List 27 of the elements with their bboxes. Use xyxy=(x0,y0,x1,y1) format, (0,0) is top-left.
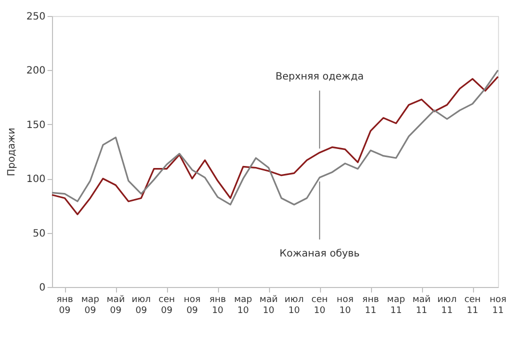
y-tick-label: 50 xyxy=(32,228,46,240)
y-tick-label: 150 xyxy=(26,120,46,131)
y-axis-title: Продажи xyxy=(6,128,18,176)
x-tick-label: ноя 09 xyxy=(184,295,201,316)
y-tick-label: 200 xyxy=(26,66,46,77)
x-tick-label: сен 10 xyxy=(311,295,328,316)
x-tick-label: ноя 11 xyxy=(490,295,506,316)
y-tick-label: 0 xyxy=(39,282,46,294)
annotation: Кожаная обувь xyxy=(279,248,360,260)
x-tick-label: май 11 xyxy=(412,295,431,316)
x-tick-label: май 10 xyxy=(260,295,278,316)
x-tick-label: сен 09 xyxy=(158,295,175,316)
x-tick-label: янв 09 xyxy=(56,295,74,316)
x-tick-label: июл 11 xyxy=(437,295,457,316)
y-tick-label: 250 xyxy=(26,12,46,22)
x-tick-label: июл 10 xyxy=(284,295,304,316)
x-tick-label: май 09 xyxy=(106,295,125,316)
x-tick-label: сен 11 xyxy=(464,295,481,316)
x-tick-label: янв 11 xyxy=(362,295,379,316)
x-tick-label: июл 09 xyxy=(132,295,151,316)
x-tick-label: янв 10 xyxy=(209,295,226,316)
x-tick-label: мар 09 xyxy=(81,295,100,316)
annotation: Верхняя одежда xyxy=(275,72,364,83)
x-tick-label: мар 10 xyxy=(234,295,252,316)
x-tick-label: ноя 10 xyxy=(336,295,354,316)
x-tick-label: мар 11 xyxy=(387,295,406,316)
y-tick-label: 100 xyxy=(26,174,46,186)
